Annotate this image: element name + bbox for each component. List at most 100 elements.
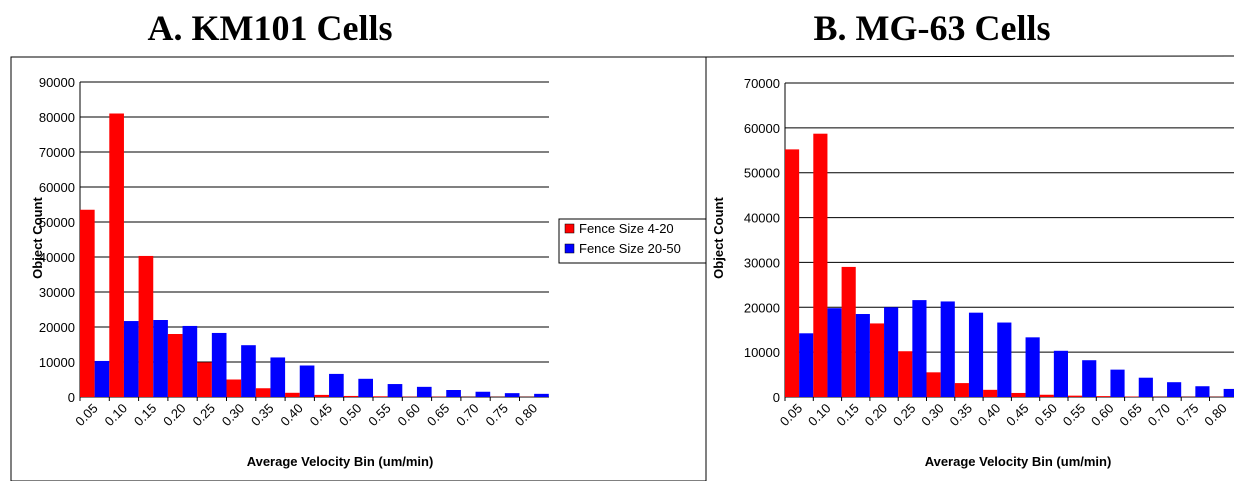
y-tick-label: 10000 xyxy=(39,355,75,370)
x-tick-label: 0.05 xyxy=(72,401,101,430)
bar xyxy=(211,332,227,397)
bar xyxy=(241,345,256,397)
x-tick-label: 0.65 xyxy=(424,401,453,430)
x-axis-title: Average Velocity Bin (um/min) xyxy=(925,454,1112,469)
bar xyxy=(954,383,969,397)
legend-swatch-blue xyxy=(564,243,575,254)
x-tick-label: 0.20 xyxy=(160,401,189,430)
x-tick-label: 0.50 xyxy=(1031,401,1060,430)
x-tick-label: 0.55 xyxy=(365,401,394,430)
x-tick-label: 0.15 xyxy=(833,401,862,430)
bar xyxy=(940,301,955,397)
x-tick-label: 0.25 xyxy=(189,401,218,430)
x-tick-label: 0.15 xyxy=(131,401,160,430)
bar xyxy=(387,384,403,397)
legend-box xyxy=(558,218,707,264)
plot-area: 0 10000 20000 30000 40000 50000 60000 70000 0.05… xyxy=(744,76,1234,429)
bar xyxy=(255,388,271,397)
bar xyxy=(138,255,154,397)
y-tick-label: 90000 xyxy=(39,75,75,90)
bar xyxy=(285,392,300,397)
bar xyxy=(983,389,998,397)
legend-label: Fence Size 20-50 xyxy=(579,241,681,256)
x-tick-label: 0.25 xyxy=(890,401,919,430)
bar xyxy=(1025,337,1040,397)
bar xyxy=(182,325,198,397)
x-tick-label: 0.70 xyxy=(453,401,482,430)
bar xyxy=(475,391,491,397)
bar xyxy=(1068,395,1083,397)
y-tick-label: 10000 xyxy=(744,345,780,360)
bar xyxy=(94,360,110,397)
x-tick-label: 0.20 xyxy=(862,401,891,430)
y-axis-title: Object Count xyxy=(711,197,726,279)
y-tick-label: 0 xyxy=(68,390,75,405)
x-tick-label: 0.50 xyxy=(336,401,365,430)
x-tick-label: 0.40 xyxy=(975,401,1004,430)
y-tick-label: 40000 xyxy=(39,250,75,265)
x-tick-label: 0.75 xyxy=(1173,401,1202,430)
chart-frame-top xyxy=(705,55,1234,58)
bar xyxy=(1096,396,1111,397)
bar xyxy=(1223,388,1234,397)
bar xyxy=(869,323,885,397)
x-tick-label: 0.30 xyxy=(219,401,248,430)
bar xyxy=(1011,392,1026,397)
bar xyxy=(197,362,212,397)
bar xyxy=(884,307,899,397)
y-tick-label: 60000 xyxy=(39,180,75,195)
bar xyxy=(314,394,330,397)
chart-panel-mg63: B. MG-63 Cells 0 10000 20000 30000 40000 5000… xyxy=(705,8,1234,469)
x-tick-label: 0.45 xyxy=(1003,401,1032,430)
bar xyxy=(153,320,168,397)
chart-frame xyxy=(10,56,707,481)
y-tick-label: 70000 xyxy=(39,145,75,160)
bar xyxy=(358,378,373,397)
y-tick-label: 30000 xyxy=(39,285,75,300)
y-tick-label: 50000 xyxy=(39,215,75,230)
x-tick-label: 0.30 xyxy=(918,401,947,430)
x-tick-label: 0.55 xyxy=(1060,401,1089,430)
y-tick-label: 80000 xyxy=(39,110,75,125)
bar xyxy=(1167,382,1182,397)
y-tick-label: 20000 xyxy=(39,320,75,335)
legend-swatch-red xyxy=(564,223,575,234)
x-tick-label: 0.60 xyxy=(1088,401,1117,430)
bar xyxy=(997,322,1012,397)
bar xyxy=(299,365,315,397)
bar xyxy=(1039,394,1054,397)
legend: Fence Size 4-20 Fence Size 20-50 xyxy=(558,218,707,264)
bar xyxy=(898,351,913,397)
y-tick-label: 70000 xyxy=(744,76,780,91)
x-tick-label: 0.10 xyxy=(805,401,834,430)
chart-title: A. KM101 Cells xyxy=(148,8,393,48)
plot-area: 0 10000 20000 30000 40000 50000 60000 70000 8000… xyxy=(39,75,549,429)
x-tick-label: 0.35 xyxy=(248,401,277,430)
bar xyxy=(855,314,870,397)
x-tick-label: 0.80 xyxy=(1201,401,1230,430)
bar xyxy=(912,300,927,397)
x-tick-label: 0.70 xyxy=(1145,401,1174,430)
x-tick-label: 0.40 xyxy=(277,401,306,430)
bar xyxy=(1053,350,1068,397)
y-axis-title: Object Count xyxy=(30,197,45,279)
bar xyxy=(1110,369,1125,397)
bar xyxy=(167,334,183,397)
bar xyxy=(827,308,842,397)
y-tick-label: 60000 xyxy=(744,121,780,136)
bar xyxy=(329,373,344,397)
y-tick-label: 30000 xyxy=(744,255,780,270)
bar xyxy=(416,386,432,397)
x-tick-label: 0.10 xyxy=(102,401,131,430)
bar xyxy=(799,333,814,397)
x-tick-label: 0.45 xyxy=(307,401,336,430)
chart-title: B. MG-63 Cells xyxy=(814,8,1051,48)
x-tick-label: 0.60 xyxy=(395,401,424,430)
x-tick-label: 0.05 xyxy=(777,401,806,430)
x-tick-label: 0.35 xyxy=(947,401,976,430)
bar xyxy=(1138,377,1153,397)
x-tick-label: 0.75 xyxy=(482,401,511,430)
bar xyxy=(926,372,941,397)
bar xyxy=(80,209,95,397)
